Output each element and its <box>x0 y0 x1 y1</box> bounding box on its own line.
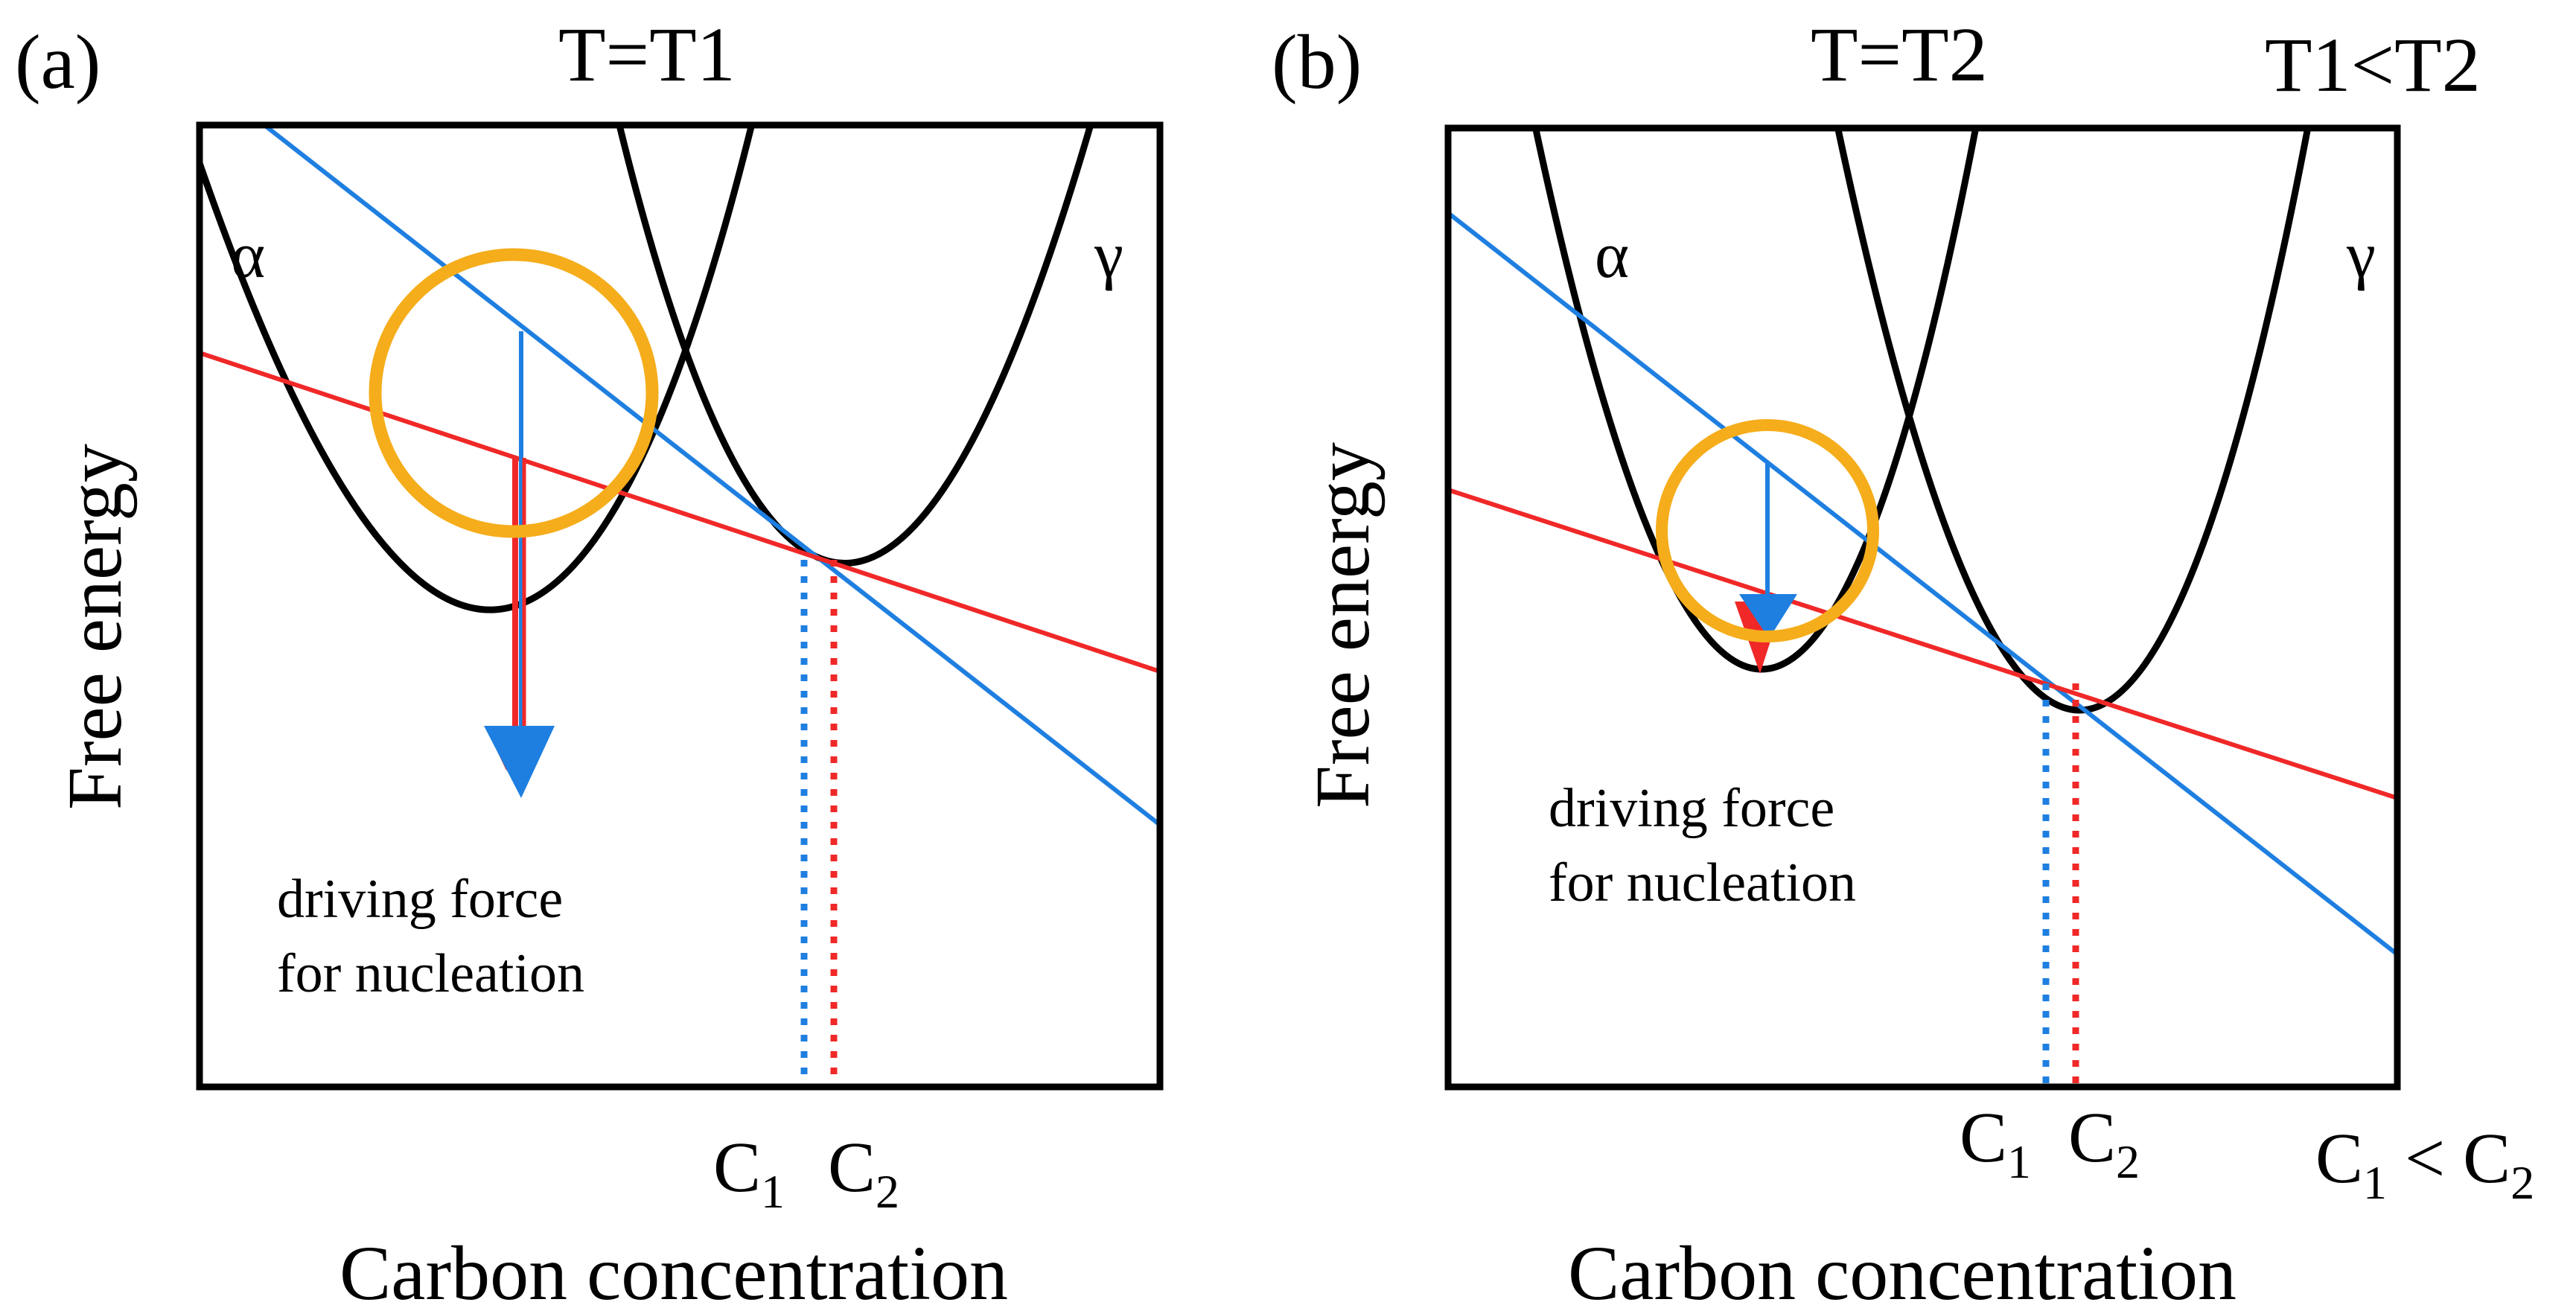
c2-label-a: C2 <box>828 1127 899 1218</box>
gamma-label-b: γ <box>2346 220 2376 292</box>
blue-tangent-line-b <box>1448 211 2397 957</box>
gamma-label-a: γ <box>1094 220 1123 292</box>
highlight-circle-b <box>1656 419 1879 642</box>
driving-force-arrow-a <box>484 331 555 798</box>
highlight-circle-a <box>369 248 659 538</box>
c1-label-b: C1 <box>1960 1097 2031 1188</box>
gamma-curve-a <box>616 125 1094 567</box>
annotation-line2-b: for nucleation <box>1549 852 1856 913</box>
panel-a: (a) T=T1 α γ driving force for nucleatio… <box>15 12 1164 1308</box>
x-axis-title-a: Carbon concentration <box>339 1231 1008 1308</box>
alpha-label-b: α <box>1595 220 1629 292</box>
annotation-line2-a: for nucleation <box>277 943 584 1004</box>
gamma-curve-b <box>1834 128 2312 714</box>
c1-label-a: C1 <box>713 1127 785 1218</box>
blue-tangent-line-a <box>263 125 1160 827</box>
panel-a-temperature-label: T=T1 <box>558 12 736 98</box>
plot-frame-b <box>1444 124 2401 1091</box>
panel-b: (b) T=T2 T1<T2 α γ driving force for nuc… <box>1272 12 2534 1308</box>
x-axis-title-b: Carbon concentration <box>1568 1231 2237 1308</box>
y-axis-title-b: Free energy <box>1300 442 1386 808</box>
alpha-label-a: α <box>231 220 265 292</box>
annotation-line1-b: driving force <box>1549 778 1834 839</box>
red-tangent-line-a <box>200 351 1160 674</box>
alpha-curve-a <box>200 125 756 613</box>
temperature-relation: T1<T2 <box>2265 22 2481 108</box>
y-axis-title-a: Free energy <box>52 444 138 810</box>
alpha-curve-b <box>1531 128 1980 673</box>
concentration-relation: C1 < C2 <box>2315 1118 2534 1209</box>
panel-b-label: (b) <box>1272 19 1362 105</box>
panel-a-label: (a) <box>15 19 101 105</box>
c2-label-b: C2 <box>2068 1097 2140 1188</box>
panel-b-temperature-label: T=T2 <box>1811 12 1988 98</box>
red-tangent-line-b <box>1448 488 2397 800</box>
plot-frame-a <box>196 121 1164 1091</box>
annotation-line1-a: driving force <box>277 869 563 930</box>
